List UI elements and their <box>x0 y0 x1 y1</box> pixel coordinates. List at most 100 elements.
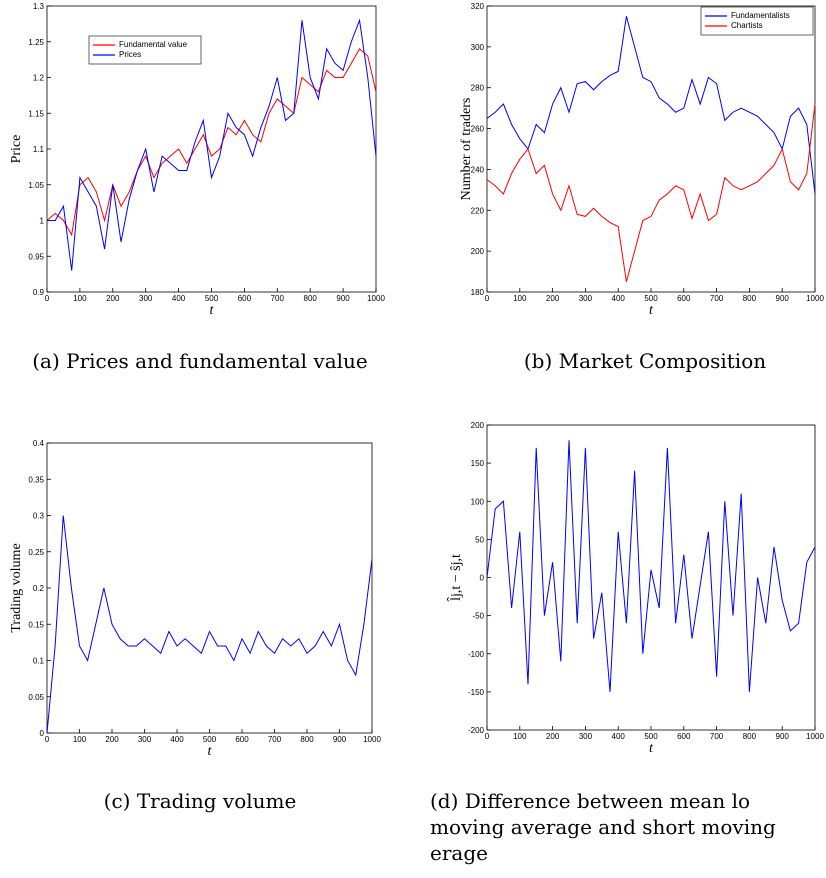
x-tick-label: 0 <box>45 294 50 303</box>
y-tick-label: 0.35 <box>28 475 44 484</box>
figure-caption: (a) Prices and fundamental value <box>32 349 368 373</box>
x-tick-label: 300 <box>139 294 153 303</box>
legend-label: Prices <box>119 50 141 59</box>
x-axis-label: t <box>208 744 213 759</box>
y-tick-label: 220 <box>471 206 485 215</box>
x-tick-label: 600 <box>235 735 249 744</box>
x-tick-label: 500 <box>203 735 217 744</box>
y-tick-label: 240 <box>471 165 485 174</box>
y-tick-label: 180 <box>471 288 485 297</box>
x-tick-label: 800 <box>743 294 757 303</box>
y-tick-label: 0 <box>40 729 45 738</box>
x-tick-label: 1000 <box>806 294 824 303</box>
x-tick-label: 900 <box>336 294 350 303</box>
y-axis-label: Number of traders <box>459 98 474 201</box>
y-tick-label: -100 <box>468 650 485 659</box>
y-tick-label: 100 <box>471 497 485 506</box>
y-tick-label: 0.9 <box>33 288 45 297</box>
x-tick-label: 400 <box>170 735 184 744</box>
x-axis-label: t <box>649 303 654 318</box>
x-tick-label: 300 <box>579 732 593 741</box>
y-tick-label: 200 <box>471 421 485 430</box>
y-axis-label: Price <box>9 135 24 164</box>
x-tick-label: 100 <box>73 294 87 303</box>
x-tick-label: 200 <box>546 294 560 303</box>
y-tick-label: 1.1 <box>33 145 45 154</box>
plot-frame <box>486 5 816 293</box>
x-tick-label: 100 <box>513 294 527 303</box>
x-tick-label: 0 <box>45 735 50 744</box>
x-tick-label: 300 <box>579 294 593 303</box>
y-tick-label: 150 <box>471 459 485 468</box>
y-tick-label: 1.25 <box>28 38 44 47</box>
y-tick-label: -200 <box>468 726 485 735</box>
x-tick-label: 100 <box>513 732 527 741</box>
y-tick-label: 200 <box>471 247 485 256</box>
data-line <box>46 515 373 734</box>
data-line <box>486 16 816 195</box>
data-line <box>486 103 816 282</box>
figure-caption: erage <box>430 841 488 865</box>
x-tick-label: 200 <box>105 735 119 744</box>
x-tick-label: 900 <box>333 735 347 744</box>
y-tick-label: 0.15 <box>28 620 44 629</box>
y-tick-label: 320 <box>471 2 485 11</box>
y-tick-label: 1.15 <box>28 109 44 118</box>
legend-label: Fundamental value <box>119 40 188 49</box>
x-tick-label: 1000 <box>367 294 385 303</box>
x-tick-label: 700 <box>268 735 282 744</box>
x-tick-label: 700 <box>710 294 724 303</box>
x-tick-label: 900 <box>776 294 790 303</box>
x-tick-label: 100 <box>73 735 87 744</box>
y-tick-label: 300 <box>471 43 485 52</box>
legend-box <box>700 6 814 36</box>
x-tick-label: 500 <box>205 294 219 303</box>
x-tick-label: 900 <box>776 732 790 741</box>
x-tick-label: 800 <box>743 732 757 741</box>
x-tick-label: 0 <box>485 294 490 303</box>
x-tick-label: 400 <box>172 294 186 303</box>
legend-box <box>88 35 202 65</box>
y-tick-label: 1.3 <box>33 2 45 11</box>
x-tick-label: 500 <box>644 732 658 741</box>
x-tick-label: 200 <box>546 732 560 741</box>
x-tick-label: 600 <box>677 294 691 303</box>
y-tick-label: 0.95 <box>28 252 44 261</box>
x-tick-label: 700 <box>271 294 285 303</box>
y-axis-label: l̂j,t − ŝj,t <box>447 554 464 602</box>
y-tick-label: 0.4 <box>33 439 45 448</box>
figure-caption: (c) Trading volume <box>104 789 297 813</box>
y-tick-label: 0 <box>480 574 485 583</box>
y-tick-label: -50 <box>472 612 484 621</box>
x-tick-label: 1000 <box>363 735 381 744</box>
x-tick-label: 300 <box>138 735 152 744</box>
x-tick-label: 500 <box>644 294 658 303</box>
x-tick-label: 600 <box>677 732 691 741</box>
y-axis-label: Trading volume <box>9 543 24 632</box>
y-tick-label: 1.05 <box>28 181 44 190</box>
figure-caption: moving average and short moving <box>430 815 776 839</box>
y-tick-label: 0.3 <box>33 512 45 521</box>
y-tick-label: 50 <box>475 535 484 544</box>
y-tick-label: 260 <box>471 125 485 134</box>
x-tick-label: 1000 <box>806 732 824 741</box>
y-tick-label: 0.05 <box>28 693 44 702</box>
x-tick-label: 400 <box>612 732 626 741</box>
x-tick-label: 200 <box>106 294 120 303</box>
legend-label: Fundamentalists <box>731 11 790 20</box>
plot-frame <box>46 442 373 734</box>
y-tick-label: -150 <box>468 688 485 697</box>
data-line <box>47 18 377 271</box>
x-tick-label: 700 <box>710 732 724 741</box>
y-tick-label: 1 <box>40 217 45 226</box>
y-tick-label: 0.25 <box>28 548 44 557</box>
data-line <box>486 440 816 692</box>
figure-caption: (d) Difference between mean lo <box>430 789 750 813</box>
x-tick-label: 600 <box>238 294 252 303</box>
y-tick-label: 0.1 <box>33 657 45 666</box>
figure-caption: (b) Market Composition <box>524 349 766 373</box>
x-tick-label: 800 <box>300 735 314 744</box>
legend-label: Chartists <box>731 21 763 30</box>
